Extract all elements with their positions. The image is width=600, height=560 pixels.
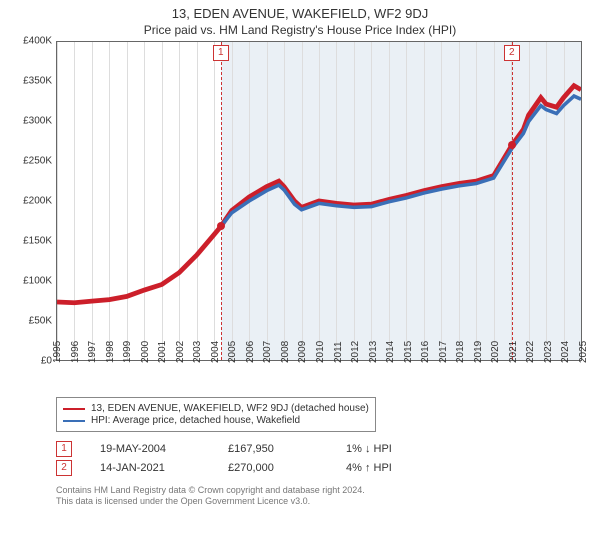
sale-row: 1 19-MAY-2004 £167,950 1% ↓ HPI — [56, 441, 588, 457]
sale-marker-line — [221, 42, 222, 360]
sale-hpi-delta: 1% ↓ HPI — [346, 443, 436, 455]
plot-region: 12 — [56, 41, 582, 361]
chart-container: 13, EDEN AVENUE, WAKEFIELD, WF2 9DJ Pric… — [0, 0, 600, 560]
y-tick-label: £250K — [23, 156, 52, 167]
x-tick-label: 2019 — [473, 341, 484, 363]
x-tick-label: 2000 — [140, 341, 151, 363]
x-axis-ticks: 1995199619971998199920002001200220032004… — [56, 361, 582, 391]
legend: 13, EDEN AVENUE, WAKEFIELD, WF2 9DJ (det… — [56, 397, 376, 432]
x-tick-label: 2018 — [455, 341, 466, 363]
x-tick-label: 2001 — [157, 341, 168, 363]
sale-marker-dot — [508, 141, 516, 149]
sales-table: 1 19-MAY-2004 £167,950 1% ↓ HPI 2 14-JAN-2021… — [56, 438, 588, 479]
line-series-svg — [57, 42, 581, 360]
sale-price: £270,000 — [228, 462, 318, 474]
footer: Contains HM Land Registry data © Crown c… — [56, 485, 588, 508]
sale-marker-dot — [217, 222, 225, 230]
sale-index: 1 — [56, 441, 72, 457]
x-tick-label: 2020 — [490, 341, 501, 363]
x-tick-label: 2005 — [227, 341, 238, 363]
x-tick-label: 2025 — [578, 341, 589, 363]
y-axis-ticks: £0£50K£100K£150K£200K£250K£300K£350K£400… — [12, 41, 54, 361]
legend-swatch — [63, 408, 85, 410]
x-tick-label: 2007 — [262, 341, 273, 363]
x-tick-label: 1996 — [70, 341, 81, 363]
footer-line-2: This data is licensed under the Open Gov… — [56, 496, 588, 507]
y-tick-label: £400K — [23, 36, 52, 47]
x-tick-label: 2023 — [543, 341, 554, 363]
title-line-2: Price paid vs. HM Land Registry's House … — [12, 23, 588, 37]
y-tick-label: £200K — [23, 196, 52, 207]
footer-line-1: Contains HM Land Registry data © Crown c… — [56, 485, 588, 496]
y-tick-label: £300K — [23, 116, 52, 127]
x-tick-label: 2003 — [192, 341, 203, 363]
x-tick-label: 2024 — [560, 341, 571, 363]
legend-row: 13, EDEN AVENUE, WAKEFIELD, WF2 9DJ (det… — [63, 403, 369, 414]
x-tick-label: 2014 — [385, 341, 396, 363]
sale-marker-line — [512, 42, 513, 360]
sale-row: 2 14-JAN-2021 £270,000 4% ↑ HPI — [56, 460, 588, 476]
x-tick-label: 2006 — [245, 341, 256, 363]
series-line — [57, 86, 581, 303]
titles: 13, EDEN AVENUE, WAKEFIELD, WF2 9DJ Pric… — [12, 6, 588, 41]
x-tick-label: 2009 — [297, 341, 308, 363]
sale-date: 19-MAY-2004 — [100, 443, 200, 455]
x-tick-label: 2021 — [508, 341, 519, 363]
legend-label: HPI: Average price, detached house, Wake… — [91, 415, 300, 426]
legend-row: HPI: Average price, detached house, Wake… — [63, 415, 369, 426]
x-tick-label: 2012 — [350, 341, 361, 363]
x-tick-label: 2017 — [438, 341, 449, 363]
x-tick-label: 2016 — [420, 341, 431, 363]
y-tick-label: £100K — [23, 276, 52, 287]
y-tick-label: £150K — [23, 236, 52, 247]
sale-index: 2 — [56, 460, 72, 476]
y-tick-label: £0 — [41, 356, 52, 367]
x-tick-label: 2004 — [210, 341, 221, 363]
x-tick-label: 2013 — [368, 341, 379, 363]
y-tick-label: £50K — [29, 316, 52, 327]
sale-hpi-delta: 4% ↑ HPI — [346, 462, 436, 474]
x-tick-label: 1995 — [52, 341, 63, 363]
x-tick-label: 1998 — [105, 341, 116, 363]
x-tick-label: 2008 — [280, 341, 291, 363]
title-line-1: 13, EDEN AVENUE, WAKEFIELD, WF2 9DJ — [12, 6, 588, 21]
sale-date: 14-JAN-2021 — [100, 462, 200, 474]
legend-swatch — [63, 420, 85, 422]
sale-marker-label: 2 — [504, 45, 520, 61]
sale-price: £167,950 — [228, 443, 318, 455]
gridline — [581, 42, 582, 360]
x-tick-label: 2011 — [333, 341, 344, 363]
x-tick-label: 1999 — [122, 341, 133, 363]
x-tick-label: 2022 — [525, 341, 536, 363]
y-tick-label: £350K — [23, 76, 52, 87]
x-tick-label: 1997 — [87, 341, 98, 363]
x-tick-label: 2015 — [403, 341, 414, 363]
x-tick-label: 2010 — [315, 341, 326, 363]
legend-label: 13, EDEN AVENUE, WAKEFIELD, WF2 9DJ (det… — [91, 403, 369, 414]
chart-area: £0£50K£100K£150K£200K£250K£300K£350K£400… — [56, 41, 582, 391]
sale-marker-label: 1 — [213, 45, 229, 61]
x-tick-label: 2002 — [175, 341, 186, 363]
